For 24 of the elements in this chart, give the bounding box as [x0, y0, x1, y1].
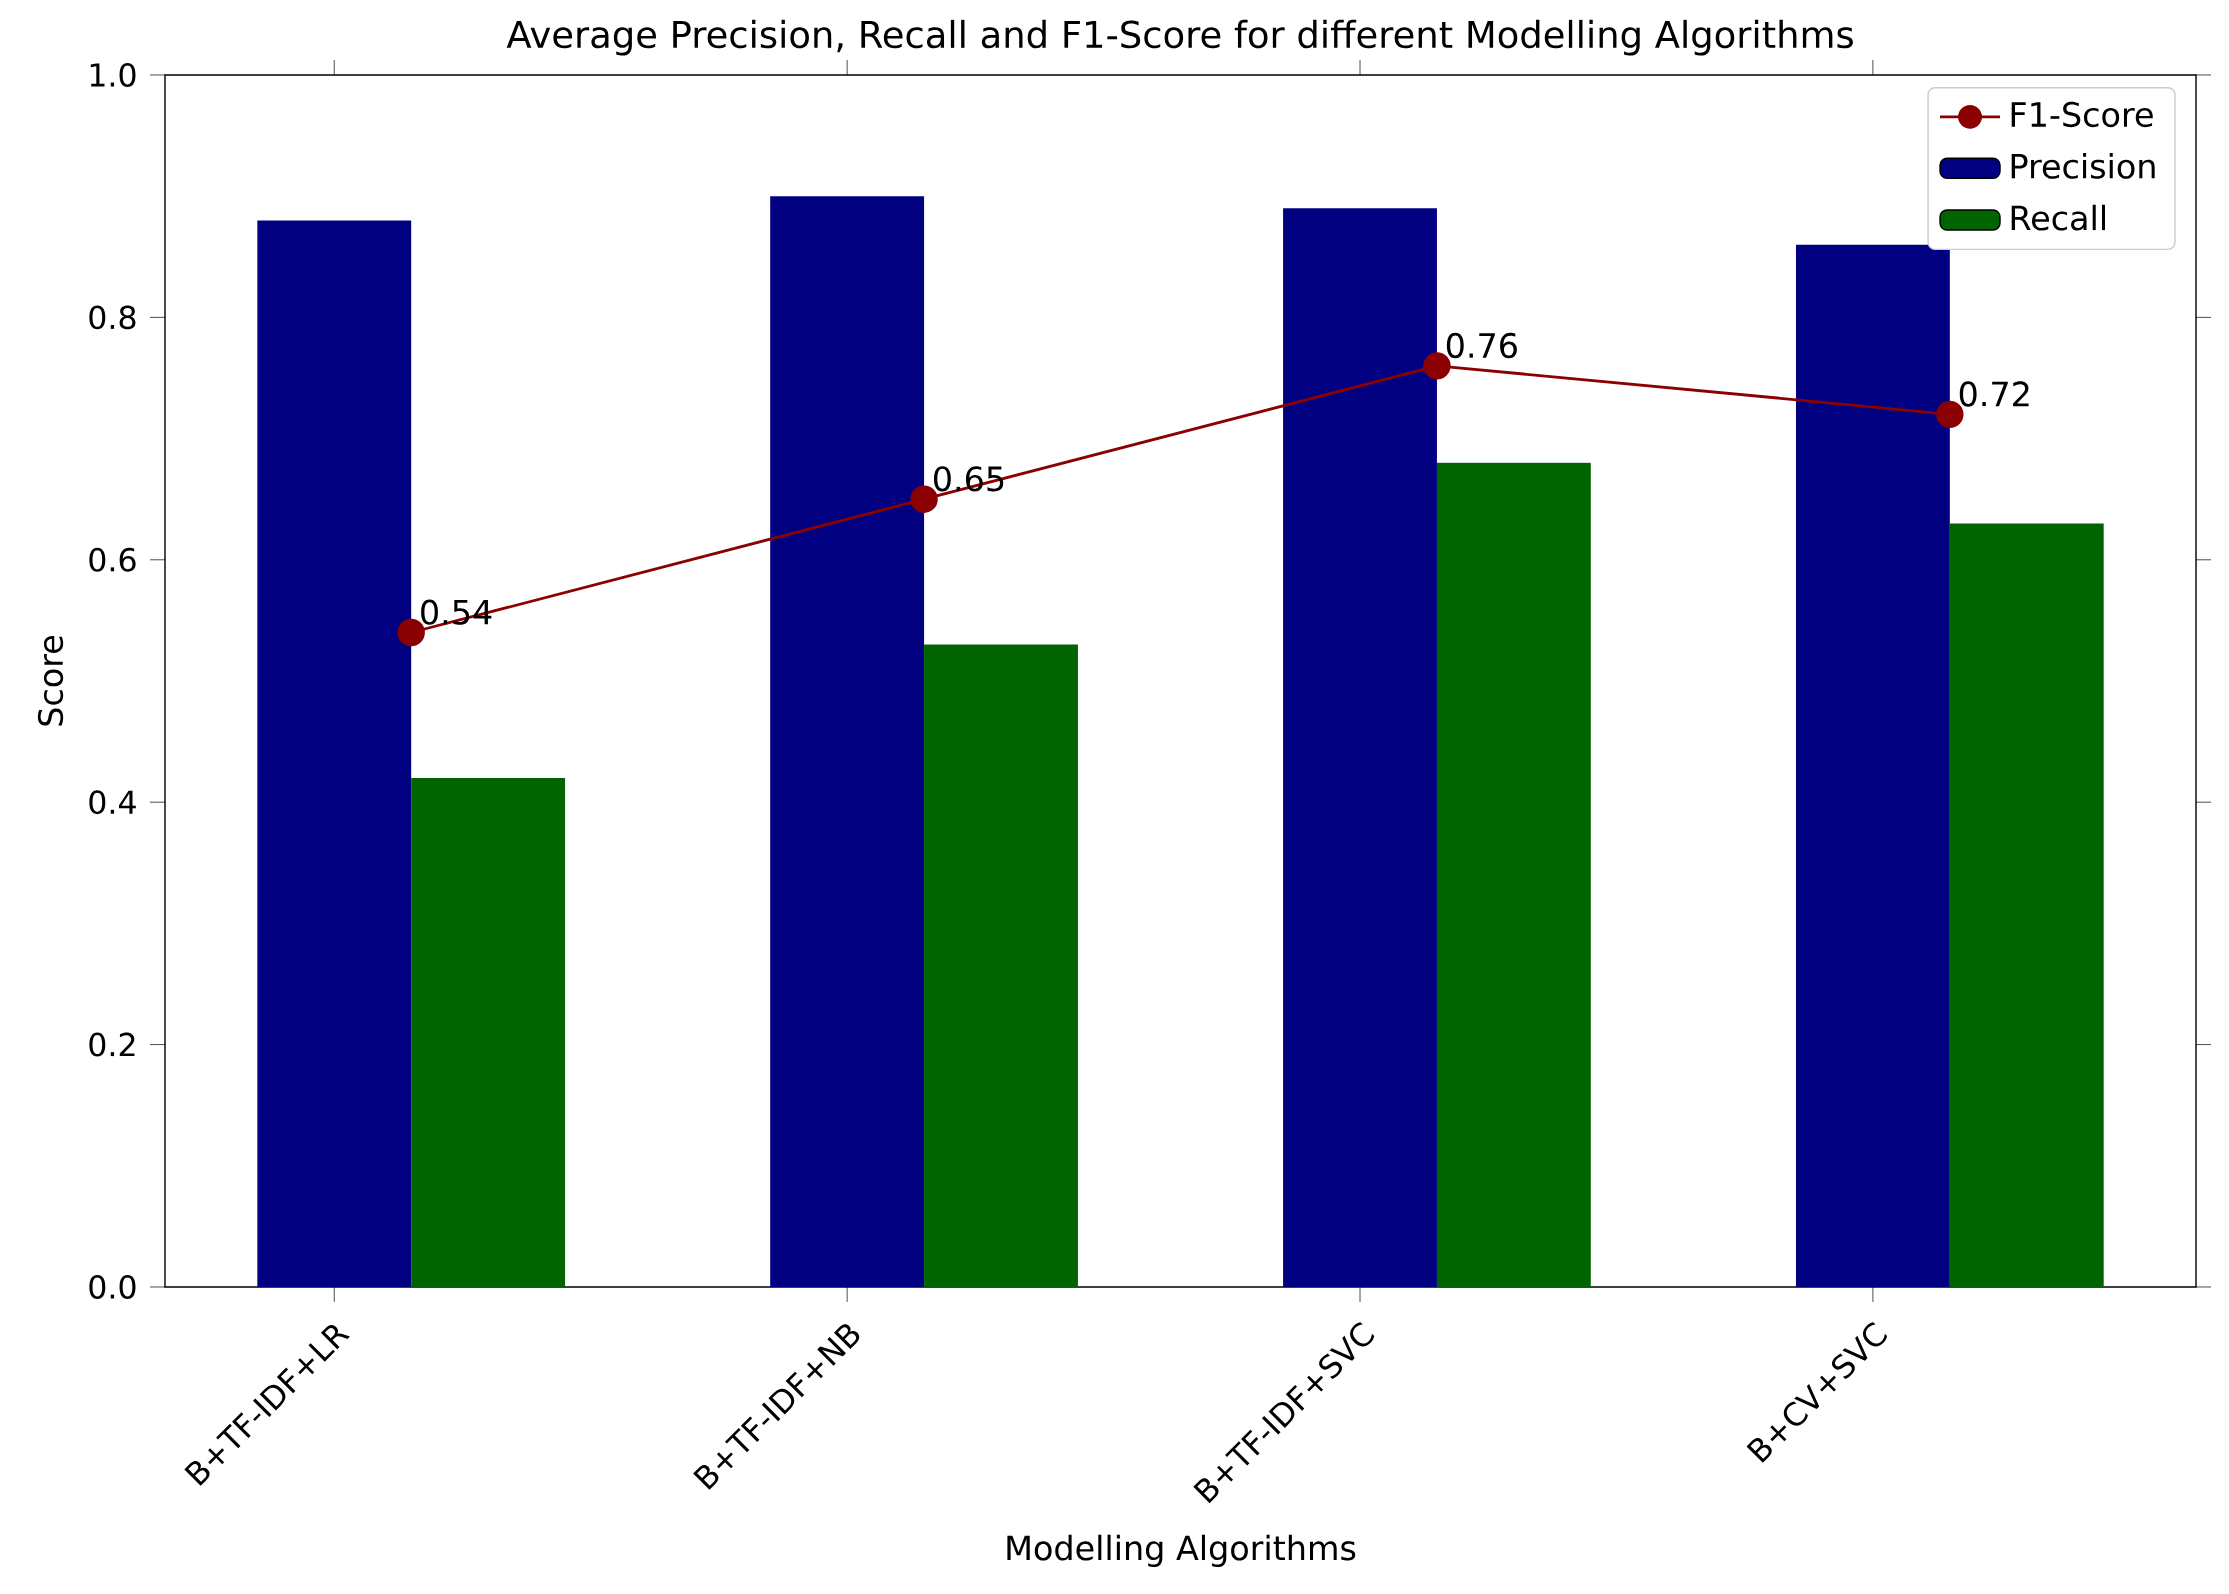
y-tick-label: 1.0: [90, 63, 136, 87]
data-label: 0.72: [1959, 381, 2029, 407]
bar: [1436, 462, 1591, 1287]
y-axis-title: Score: [37, 635, 64, 726]
y-tick-label: 0.4: [89, 790, 136, 815]
legend-label: F1-Score: [2011, 101, 2153, 128]
x-axis-title: Modelling Algorithms: [1007, 1534, 1356, 1567]
legend-label: Recall: [2011, 204, 2106, 231]
y-tick-label: 0.8: [89, 305, 136, 330]
y-tick-label: 0.2: [89, 1032, 135, 1057]
y-tick-label: 0.6: [89, 547, 136, 572]
data-label: 0.65: [934, 466, 1004, 492]
bar: [1795, 244, 1950, 1287]
bar: [257, 220, 412, 1287]
data-label: 0.76: [1446, 332, 1517, 359]
bar: [924, 644, 1078, 1287]
bar: [1283, 208, 1437, 1287]
bar: [411, 777, 566, 1287]
bar: [770, 196, 925, 1287]
legend-label: Precision: [2011, 153, 2155, 179]
y-tick-label: 0.0: [89, 1275, 136, 1299]
data-label: 0.54: [421, 599, 492, 625]
bar: [1949, 523, 2104, 1287]
chart-title: Average Precision, Recall and F1-Score for different Modelling Algorithms: [506, 19, 1853, 56]
